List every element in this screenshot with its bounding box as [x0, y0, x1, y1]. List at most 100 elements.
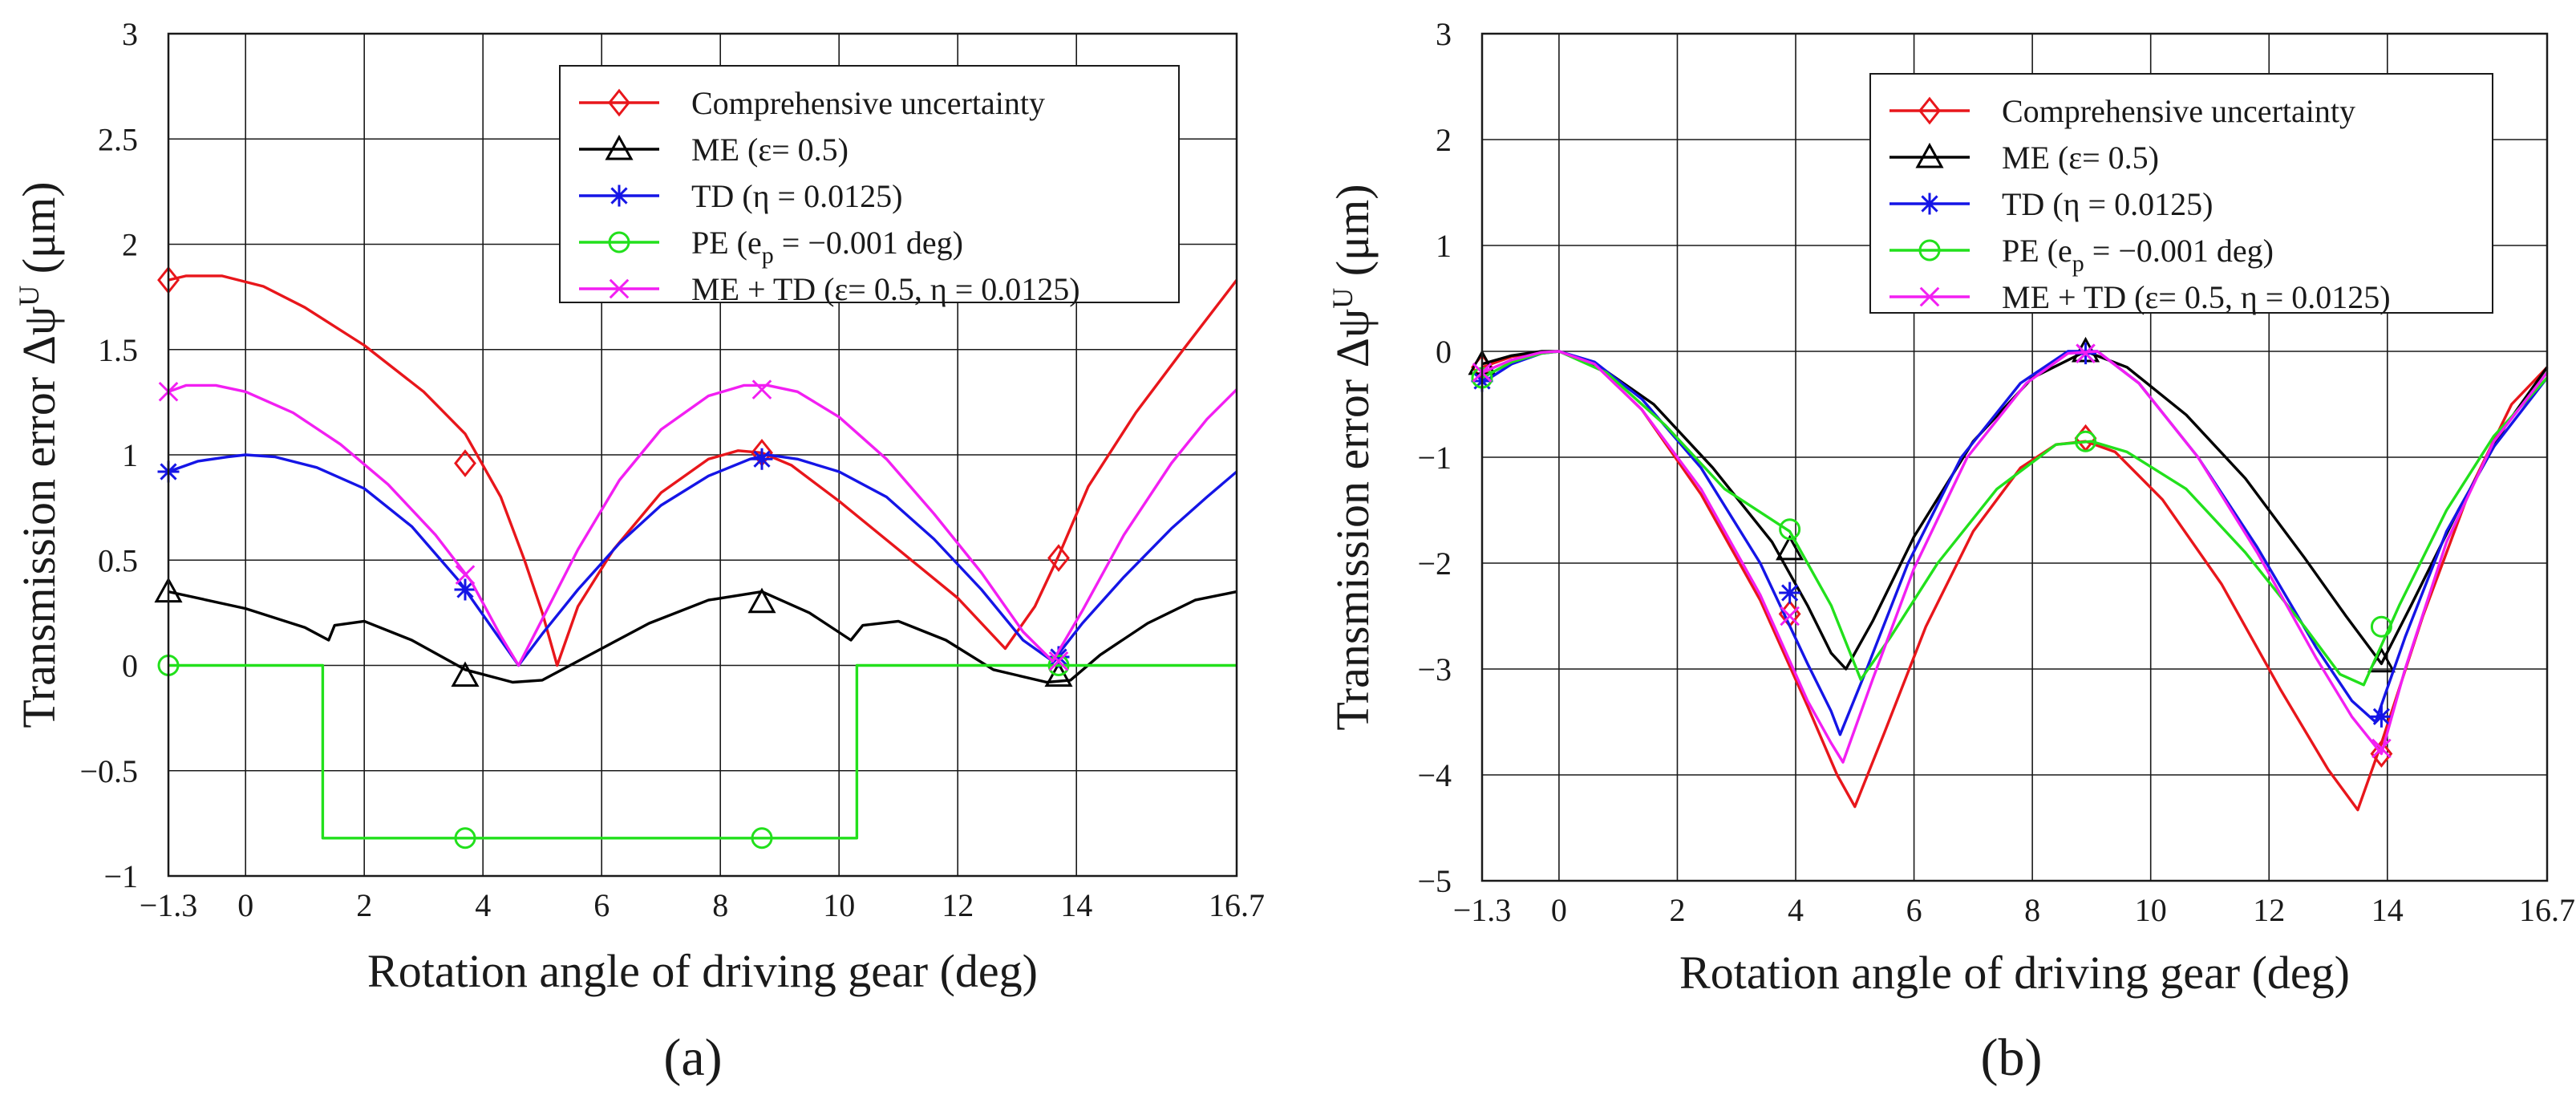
panel-b-y-tick-label: 0 — [1436, 334, 1452, 370]
panel-a-legend-marker-3 — [608, 231, 630, 253]
panel-a-x-tick-label: 10 — [823, 887, 855, 923]
panel-b-label: (b) — [1981, 1028, 2043, 1087]
panel-a-series-4-marker — [1048, 651, 1069, 671]
panel-b-series-0-marker — [2370, 740, 2393, 768]
panel-b-plot-frame — [1480, 32, 2549, 882]
panel-a-legend-label-2: TD (η = 0.0125) — [691, 178, 902, 214]
panel-b-series-4-line — [1481, 350, 2549, 764]
panel-b-legend-label-1: ME (ε= 0.5) — [2002, 140, 2159, 176]
panel-a-series-2-marker — [454, 578, 476, 601]
panel-b-series-4-marker — [2371, 738, 2392, 759]
panel-b-x-tick-label: 14 — [2371, 892, 2404, 928]
panel-b-x-tick-label: 4 — [1788, 892, 1804, 928]
panel-b-legend-marker-4 — [1919, 286, 1940, 307]
panel-a-series-3-marker — [1047, 655, 1070, 676]
panel-a-y-tick-label: 0 — [122, 648, 138, 684]
panel-b-x-tick-label: −1.3 — [1453, 892, 1512, 928]
panel-a-series-4-marker — [455, 565, 476, 585]
panel-a-series-0-marker — [454, 449, 476, 477]
panel-b-y-tick-label: −4 — [1417, 757, 1452, 793]
panel-a-series-1-marker — [747, 587, 776, 614]
panel-a-legend-marker-1 — [605, 134, 634, 160]
panel-b-series — [1468, 336, 2549, 812]
panel-b-series-4-marker — [2076, 343, 2096, 363]
panel-b-series-3-line — [1481, 350, 2549, 687]
panel-a-series-1-marker — [451, 661, 480, 687]
panel-b-y-tick-label: −1 — [1417, 440, 1452, 476]
panel-b-x-tick-label: 12 — [2253, 892, 2285, 928]
panel-a-y-tick-label: 2.5 — [98, 121, 138, 157]
panel-b-y-tick-label: 1 — [1436, 228, 1452, 264]
panel-b-legend-label-4: ME + TD (ε= 0.5, η = 0.0125) — [2002, 279, 2391, 315]
panel-b-x-axis-label: Rotation angle of driving gear (deg) — [1679, 947, 2350, 999]
panel-b-series-1-marker — [1776, 534, 1804, 561]
panel-a-y-tick-label: 1.5 — [98, 332, 138, 368]
panel-b-legend-label-3: PE (ep = −0.001 deg) — [2002, 233, 2274, 277]
panel-a-series-3-marker — [751, 827, 773, 850]
panel-b-series-3-marker — [2075, 430, 2097, 452]
panel-a-y-tick-label: 1 — [122, 437, 138, 473]
panel-a-x-tick-label: 6 — [593, 887, 610, 923]
panel-b-x-tick-label: 8 — [2024, 892, 2040, 928]
panel-b-series-2-marker — [1779, 582, 1801, 604]
panel-a-x-tick-label: 14 — [1060, 887, 1092, 923]
panel-a-legend-marker-0 — [608, 88, 630, 117]
panel-a-x-tick-label: 0 — [237, 887, 253, 923]
panel-a-x-tick-label: 12 — [942, 887, 974, 923]
panel-a-y-axis-label: Transmission error ΔψU (μm) — [13, 181, 65, 728]
panel-a-y-axis-label-main: Transmission error Δψ — [13, 306, 65, 728]
panel-b-legend: Comprehensive uncertainty ME (ε= 0.5) TD (… — [1869, 73, 2493, 315]
panel-a-series-2-marker — [751, 448, 773, 470]
panel-a-label: (a) — [663, 1028, 722, 1087]
panel-b-y-tick-label: 2 — [1436, 122, 1452, 158]
panel-a-x-tick-label: −1.3 — [140, 887, 198, 923]
panel-b-x-tick-label: 2 — [1669, 892, 1685, 928]
panel-b-x-tick-label: 16.7 — [2519, 892, 2575, 928]
panel-a-series — [154, 266, 1238, 850]
panel-a-x-tick-label: 2 — [356, 887, 372, 923]
panel-a-legend: Comprehensive uncertainty ME (ε= 0.5) TD (… — [559, 65, 1180, 307]
panel-a-y-tick-label: 3 — [122, 16, 138, 52]
panel-a-series-0-marker — [1047, 544, 1070, 573]
panel-b-legend-marker-3 — [1918, 239, 1941, 262]
panel-b-y-axis-label: Transmission error ΔψU (μm) — [1326, 184, 1379, 730]
panel-b-legend-box — [1869, 73, 2493, 314]
panel-b-x-tick-label: 0 — [1551, 892, 1567, 928]
panel-a-y-tick-label: 0.5 — [98, 542, 138, 578]
panel-b-legend-marker-1 — [1915, 142, 1944, 168]
panel-b-y-axis-label-main: Transmission error Δψ — [1326, 309, 1379, 731]
panel-b-y-tick-label: 3 — [1436, 16, 1452, 52]
panel-a-series-0-line — [168, 274, 1238, 667]
panel-a-x-tick-label: 16.7 — [1209, 887, 1265, 923]
panel-a-y-axis-label-superscript: U — [13, 286, 45, 306]
panel-b-y-tick-label: −2 — [1417, 545, 1452, 582]
panel-b-x-tick-label: 10 — [2135, 892, 2167, 928]
panel-a-series-3-line — [168, 663, 1237, 840]
panel-a-x-axis-label: Rotation angle of driving gear (deg) — [367, 945, 1038, 997]
panel-a-x-tick-label: 4 — [475, 887, 491, 923]
panel-b-y-axis-label-unit: (μm) — [1326, 184, 1379, 287]
panel-a-legend-box — [559, 65, 1180, 303]
panel-a: −1.3 0 2 4 6 8 10 12 14 16.7 −1 −0.5 0 0.5 1 1.5 2 2.5 3 C… — [13, 16, 1265, 1087]
panel-a-x-tick-label: 8 — [712, 887, 728, 923]
panel-a-legend-label-4: ME + TD (ε= 0.5, η = 0.0125) — [691, 271, 1080, 307]
panel-a-ticks: −1.3 0 2 4 6 8 10 12 14 16.7 −1 −0.5 0 0.5 1 1.5 2 2.5 3 — [79, 16, 1265, 923]
panel-a-legend-label-3: PE (ep = −0.001 deg) — [691, 225, 963, 269]
panel-a-y-axis-label-unit: (μm) — [13, 181, 65, 285]
panel-a-legend-label-0: Comprehensive uncertainty — [691, 85, 1045, 121]
panel-a-series-4-line — [168, 383, 1238, 667]
panel-b-y-tick-label: −5 — [1417, 863, 1452, 899]
panel-b-series-2-marker — [2370, 705, 2392, 728]
panel-a-y-tick-label: −0.5 — [79, 753, 138, 789]
panel-b-legend-label-0: Comprehensive uncertainty — [2002, 93, 2355, 129]
panel-a-legend-marker-2 — [608, 184, 630, 207]
panel-b-legend-label-2: TD (η = 0.0125) — [2002, 186, 2213, 222]
panel-a-series-1-marker — [1044, 661, 1073, 687]
panel-b-x-tick-label: 6 — [1906, 892, 1922, 928]
panel-a-y-tick-label: 2 — [122, 227, 138, 263]
panel-a-y-tick-label: −1 — [103, 858, 138, 894]
panel-a-plot-frame — [167, 32, 1238, 878]
